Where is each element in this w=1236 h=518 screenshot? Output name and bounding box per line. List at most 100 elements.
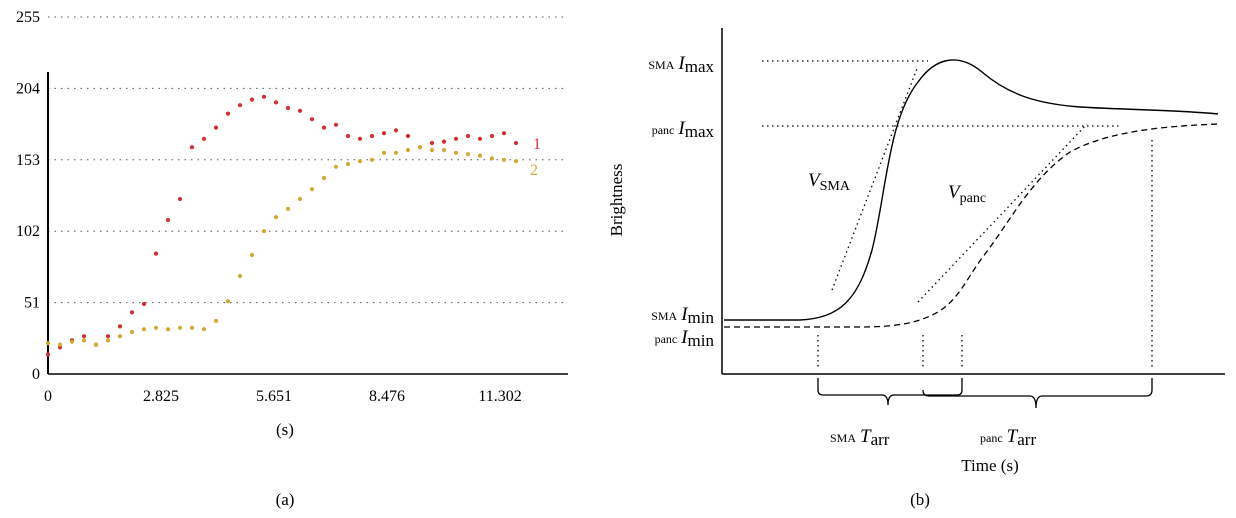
series-2-point xyxy=(405,147,411,153)
panel-a-y-tick-labels: 0 51 102 153 204 255 xyxy=(16,9,40,383)
panel-b-guide-lines xyxy=(762,60,1153,367)
series-1-point xyxy=(165,217,171,223)
series-2-point xyxy=(441,147,447,153)
x-tick-label: 8.476 xyxy=(369,388,405,405)
series-2-point xyxy=(249,252,255,258)
series-2-point xyxy=(381,150,387,155)
series-2-point xyxy=(201,327,207,332)
series-2-point xyxy=(177,325,183,330)
sma-tarr-brace xyxy=(817,378,963,406)
panc-tarr-label: panc Tarr xyxy=(980,426,1036,449)
series-2-point xyxy=(477,153,483,158)
series-2-point xyxy=(165,327,171,332)
sma-imin-label: SMA Imin xyxy=(651,304,714,327)
panel-a-x-tick-labels: 0 2.825 5.651 8.476 11.302 xyxy=(44,388,522,405)
series-2-point xyxy=(69,339,75,344)
series-2-point xyxy=(429,147,435,153)
sma-imax-label: SMA Imax xyxy=(648,53,714,76)
panc-tarr-brace xyxy=(922,378,1153,409)
series-1-point xyxy=(153,251,159,256)
series-1-point xyxy=(429,140,435,146)
series-1-point xyxy=(297,108,303,113)
series-2-point xyxy=(393,150,399,155)
series-2-point xyxy=(309,187,315,192)
sma-tarr-label: SMA Tarr xyxy=(830,426,890,449)
series-1-label: 1 xyxy=(533,136,541,153)
series-2-point xyxy=(129,329,135,335)
x-tick-label: 2.825 xyxy=(143,388,179,405)
series-2-point xyxy=(93,342,99,347)
series-1-point xyxy=(333,122,339,127)
series-2-point xyxy=(465,152,471,157)
series-2-point xyxy=(369,157,375,162)
v-sma-slope xyxy=(831,65,919,291)
series-1-point xyxy=(465,133,471,139)
panc-imax-label: panc Imax xyxy=(652,118,715,141)
series-1-point xyxy=(129,310,135,315)
series-1-point xyxy=(177,196,183,202)
panel-b-caption: (b) xyxy=(910,490,930,509)
series-1-point xyxy=(453,136,459,141)
x-tick-label: 5.651 xyxy=(256,388,292,405)
panel-b-y-axis-label: Brightness xyxy=(607,164,626,237)
series-1-point xyxy=(513,140,519,146)
series-1-point xyxy=(105,334,111,339)
panel-a-chart: 0 51 102 153 204 255 0 2.825 5.651 8.476 11.302 1… xyxy=(16,9,568,509)
series-1-point xyxy=(201,136,207,141)
v-sma-label: VSMA xyxy=(808,170,851,194)
y-tick-label: 255 xyxy=(16,9,40,26)
panel-b-diagram: SMA Imax panc Imax SMA Imin panc Imin VSMA V… xyxy=(607,28,1225,509)
series-2-point xyxy=(489,156,495,161)
series-2-point xyxy=(453,150,459,155)
series-2-point xyxy=(333,164,339,169)
series-2-point xyxy=(237,273,243,279)
series-1-point xyxy=(369,133,375,139)
series-1-point xyxy=(225,111,231,116)
series-2-point xyxy=(273,215,279,220)
series-2-point xyxy=(297,196,303,202)
series-2-point xyxy=(189,325,195,330)
series-2-point xyxy=(225,299,231,304)
y-tick-label: 204 xyxy=(16,80,40,97)
series-1-point xyxy=(213,125,219,130)
y-tick-label: 0 xyxy=(32,366,40,383)
v-panc-slope xyxy=(917,123,1088,303)
y-tick-label: 51 xyxy=(24,295,40,312)
series-1-point xyxy=(381,131,387,136)
series-1-point xyxy=(345,133,351,139)
series-2-point xyxy=(117,334,123,339)
sma-curve xyxy=(724,59,1219,321)
panel-a-x-axis-label: (s) xyxy=(276,420,294,439)
series-1-point xyxy=(309,117,315,122)
series-2-point xyxy=(153,325,159,330)
series-1-point xyxy=(81,334,87,339)
series-2-point xyxy=(261,229,267,234)
series-1-point xyxy=(477,136,483,141)
series-2-point xyxy=(45,341,51,346)
panel-b-x-axis-label: Time (s) xyxy=(961,456,1018,475)
series-1-point xyxy=(237,103,243,108)
panel-a-gridlines xyxy=(48,16,568,304)
panc-imin-label: panc Imin xyxy=(655,327,715,350)
series-1-point xyxy=(273,100,279,105)
series-1-point xyxy=(501,131,507,136)
series-2-point xyxy=(345,161,351,167)
series-2-point xyxy=(285,206,291,211)
series-1-point xyxy=(249,97,255,102)
series-1-point xyxy=(441,139,447,144)
x-tick-label: 0 xyxy=(44,388,52,405)
series-1-point xyxy=(45,352,51,357)
series-1-point xyxy=(357,136,363,141)
series-2-point xyxy=(81,338,87,343)
v-panc-label: Vpanc xyxy=(948,182,986,206)
series-1-point xyxy=(285,105,291,111)
series-2-point xyxy=(357,159,363,164)
series-1-point xyxy=(405,133,411,139)
x-tick-label: 11.302 xyxy=(478,388,521,405)
series-2-point xyxy=(513,159,519,164)
series-2-point xyxy=(501,157,507,162)
y-tick-label: 102 xyxy=(16,223,40,240)
panel-a-caption: (a) xyxy=(276,490,295,509)
series-2-point xyxy=(321,175,327,181)
